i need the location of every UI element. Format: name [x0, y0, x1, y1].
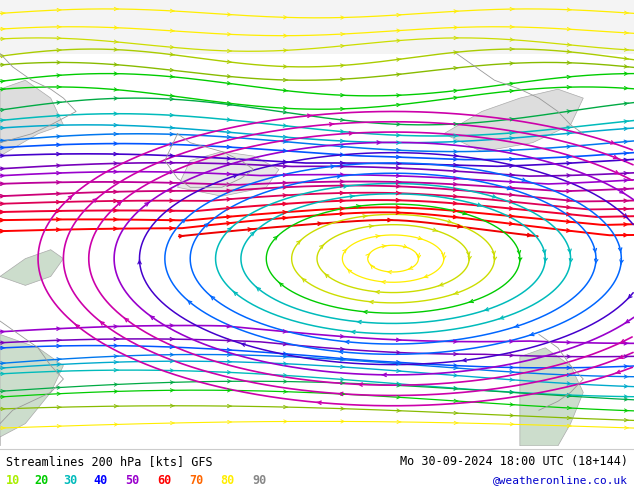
Polygon shape	[520, 348, 583, 446]
Polygon shape	[0, 334, 63, 446]
Text: 30: 30	[63, 474, 77, 487]
Text: 40: 40	[94, 474, 108, 487]
Text: 10: 10	[6, 474, 20, 487]
Text: >100: >100	[282, 474, 311, 487]
Polygon shape	[178, 151, 279, 196]
Text: 50: 50	[126, 474, 139, 487]
Text: 20: 20	[35, 474, 49, 487]
Polygon shape	[444, 89, 583, 151]
Text: 60: 60	[157, 474, 171, 487]
Text: 70: 70	[189, 474, 203, 487]
Text: Mo 30-09-2024 18:00 UTC (18+144): Mo 30-09-2024 18:00 UTC (18+144)	[399, 455, 628, 468]
Bar	[0, 0, 634, 53]
Text: @weatheronline.co.uk: @weatheronline.co.uk	[493, 475, 628, 485]
Polygon shape	[0, 80, 63, 156]
Polygon shape	[0, 250, 63, 285]
Text: 90: 90	[252, 474, 266, 487]
Text: 80: 80	[221, 474, 235, 487]
Text: Streamlines 200 hPa [kts] GFS: Streamlines 200 hPa [kts] GFS	[6, 455, 213, 468]
